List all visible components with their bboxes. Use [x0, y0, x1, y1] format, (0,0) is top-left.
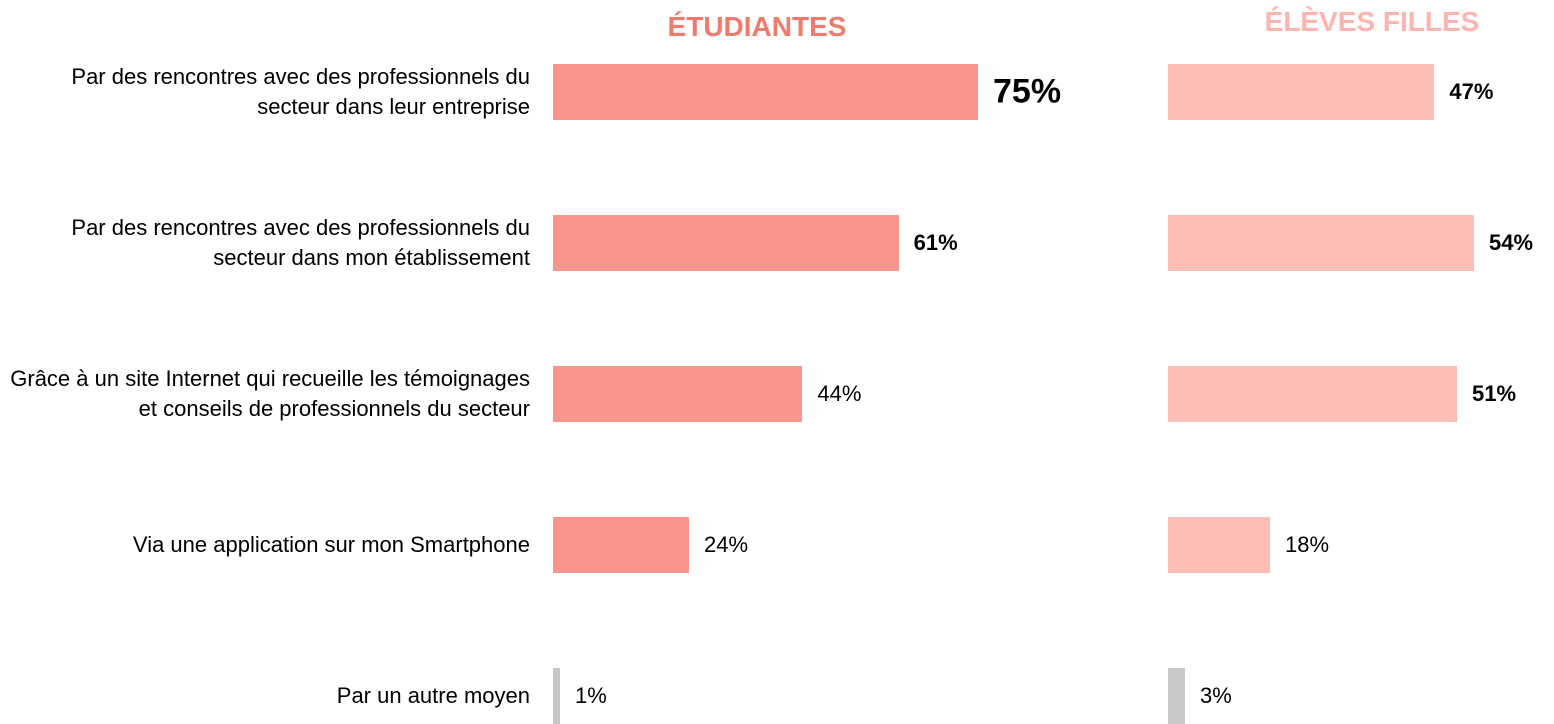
bar [553, 64, 979, 120]
bar [1168, 215, 1475, 271]
value-label: 3% [1200, 683, 1232, 708]
category-label: Par des rencontres avec des professionne… [71, 64, 530, 119]
bar [553, 366, 803, 422]
bar [1168, 366, 1458, 422]
value-label: 44% [817, 381, 862, 406]
category-label: Via une application sur mon Smartphone [132, 532, 530, 557]
value-label: 51% [1472, 381, 1517, 406]
bar [1168, 668, 1185, 724]
value-label: 54% [1489, 230, 1534, 255]
value-label: 75% [993, 72, 1062, 111]
category-label: Grâce à un site Internet qui recueille l… [10, 366, 530, 421]
category-label: Par des rencontres avec des professionne… [71, 215, 530, 270]
bar [553, 668, 560, 724]
bar [1168, 64, 1435, 120]
series-header: ÉTUDIANTES [667, 11, 847, 42]
bar [553, 215, 899, 271]
bar [553, 517, 689, 573]
category-label: Par un autre moyen [336, 683, 530, 708]
value-label: 24% [704, 532, 749, 557]
value-label: 61% [913, 230, 958, 255]
value-label: 1% [575, 683, 607, 708]
bar [1168, 517, 1270, 573]
series-header: ÉLÈVES FILLES [1264, 6, 1480, 37]
value-label: 47% [1449, 79, 1494, 104]
value-label: 18% [1285, 532, 1330, 557]
